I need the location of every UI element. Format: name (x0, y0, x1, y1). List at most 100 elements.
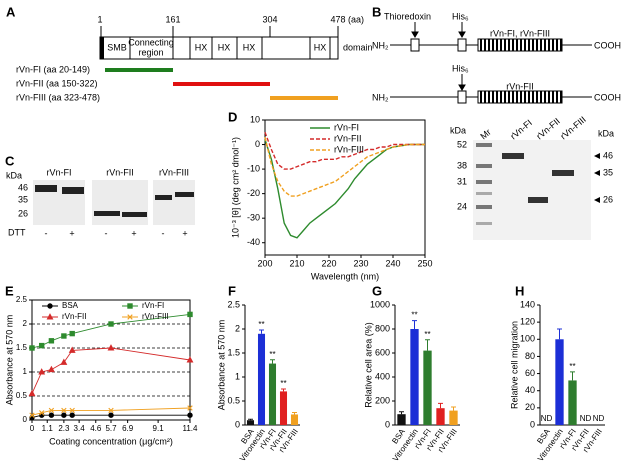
point (29, 345, 35, 351)
construct-name: rVn-FII (506, 81, 534, 91)
panel-label: H (515, 283, 524, 298)
point (187, 311, 193, 318)
x-tick-label: 6.9 (122, 424, 134, 433)
marker-label: 35 (18, 194, 28, 204)
bar (290, 414, 299, 425)
insert (477, 90, 563, 104)
domain-name: region (138, 47, 163, 57)
x-tick-label: 0 (30, 424, 35, 433)
bar (436, 408, 445, 425)
error-bar (248, 418, 253, 421)
error-bar (399, 411, 404, 415)
point (68, 346, 76, 353)
y-tick-label: 80 (525, 351, 535, 361)
panel-b: B Thioredoxin His₆ rVn-FI, rVn-FIII NH₂ … (372, 4, 621, 240)
y-tick-label: 0 (530, 419, 535, 429)
arrows (411, 22, 466, 91)
y-tick-label: 20 (525, 402, 535, 412)
condition: - (105, 228, 108, 238)
lane-label: rVn-FIII (159, 167, 189, 177)
y-tick-label: 0.5 (16, 391, 28, 400)
point (108, 321, 114, 327)
y-tick-label: 0 (385, 419, 390, 429)
n-term: NH₂ (372, 92, 389, 102)
domain-name: HX (314, 42, 327, 52)
series-line (31, 347, 191, 394)
point (47, 365, 55, 373)
lane-label: rVn-FII (534, 116, 562, 141)
gel-image (153, 180, 195, 225)
legend-label: rVn-FII (62, 312, 86, 321)
bar (268, 363, 277, 425)
plot-frame (264, 119, 426, 256)
y-tick-label: 1 (23, 367, 28, 376)
domain-name: HX (195, 42, 208, 52)
legend-label: BSA (62, 301, 79, 310)
panel-label: G (372, 283, 382, 298)
point (69, 407, 75, 414)
dtt-label: DTT (8, 227, 26, 237)
fragment-label: rVn-FI (aa 20-149) (16, 64, 90, 74)
y-tick-label: 40 (525, 385, 535, 395)
point (29, 412, 35, 418)
significance: ** (411, 311, 417, 320)
x-tick-label: 5.7 (105, 424, 117, 433)
fragment-label: rVn-FIII (aa 323-478) (16, 92, 100, 102)
band-arrows (594, 153, 600, 203)
y-tick-label: -10 (247, 163, 260, 173)
legend-label: rVn-FI (334, 122, 359, 132)
y-tick-label: 0 (255, 139, 260, 149)
y-tick-label: 0 (235, 419, 240, 429)
tag-label: His₆ (452, 63, 469, 73)
value-label: ND (580, 414, 592, 423)
condition: - (162, 228, 165, 238)
marker-label: 46 (18, 182, 28, 192)
panel-c: C kDa 46 35 26 rVn-FI rVn-FII rVn-FIII D… (5, 153, 195, 238)
value-label: ND (593, 414, 605, 423)
point (28, 389, 36, 397)
domain-name: HX (243, 42, 256, 52)
y-tick-label: 800 (375, 323, 390, 333)
error-bar (451, 406, 456, 411)
c-term: COOH (594, 40, 621, 50)
scale-label: 161 (165, 14, 180, 24)
x-tick-label: 210 (289, 258, 304, 268)
x-tick-label: 11.4 (183, 424, 199, 433)
point (48, 412, 55, 418)
x-axis-label: Coating concentration (μg/cm²) (49, 436, 173, 446)
point (108, 412, 114, 418)
gel-image (473, 140, 591, 240)
marker-label: 26 (603, 194, 613, 204)
y-axis-label: Relative cell migration (509, 321, 519, 409)
bar (423, 350, 432, 425)
scale-unit: (aa) (348, 14, 364, 24)
construct-name: rVn-FI, rVn-FIII (490, 28, 550, 38)
bar (397, 414, 406, 425)
bar (410, 329, 419, 425)
scale-label: 304 (262, 14, 277, 24)
scale-ticks (100, 26, 339, 37)
error-bar (412, 320, 417, 329)
value-label: ND (541, 414, 553, 423)
y-axis-label: 10⁻³ [θ] (deg cm² dmol⁻¹) (230, 137, 240, 238)
series-line (264, 132, 425, 170)
y-tick-label: -40 (247, 237, 260, 247)
y-tick-label: -20 (247, 188, 260, 198)
marker-label: 26 (18, 208, 28, 218)
series-line (264, 139, 425, 239)
tag-box (457, 90, 467, 104)
point (107, 344, 115, 351)
domain-name: HX (218, 42, 231, 52)
y-tick-label: 120 (520, 317, 535, 327)
tag-box (410, 38, 420, 52)
x-tick-label: 220 (321, 258, 336, 268)
gel-image (92, 180, 148, 225)
error-bar (259, 329, 264, 334)
error-bar (557, 328, 562, 340)
x-tick-label: 9.1 (153, 424, 165, 433)
n-term: NH₂ (372, 40, 389, 50)
tag-label: Thioredoxin (384, 11, 431, 21)
condition: - (45, 228, 48, 238)
marker-label: 46 (603, 150, 613, 160)
